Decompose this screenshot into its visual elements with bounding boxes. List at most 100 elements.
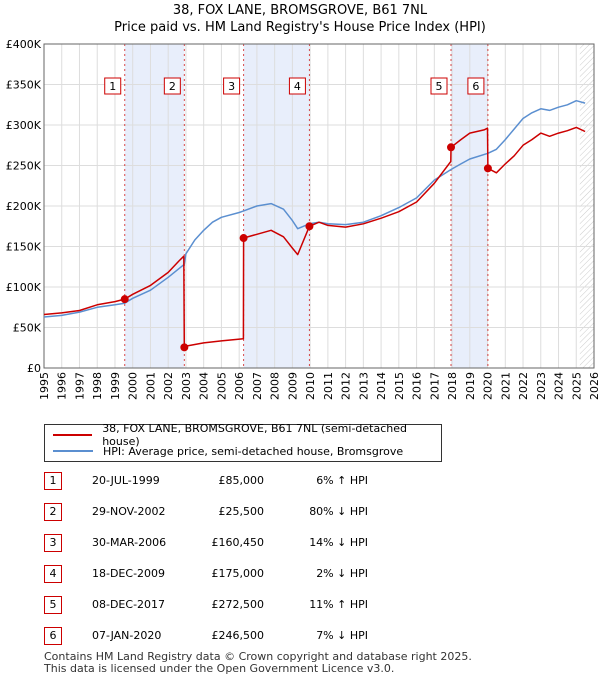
transaction-price: £175,000 [211, 567, 265, 580]
transaction-date: 29-NOV-2002 [92, 505, 166, 518]
transaction-number-badge: 5 [44, 596, 62, 614]
legend-swatch-property [53, 434, 93, 436]
marker-box [163, 77, 181, 95]
x-tick-label: 2009 [286, 372, 299, 400]
marker-box [467, 77, 485, 95]
x-tick-label: 2011 [322, 372, 335, 400]
x-tick-label: 2016 [411, 372, 424, 400]
legend: 38, FOX LANE, BROMSGROVE, B61 7NL (semi-… [44, 422, 442, 462]
transaction-price: £246,500 [211, 629, 265, 642]
table-row: 1 20-JUL-1999 £85,000 6% ↑ HPI [44, 472, 384, 490]
transaction-number-badge: 4 [44, 565, 62, 583]
marker-label: 1 [109, 80, 116, 93]
x-tick-label: 2007 [251, 372, 264, 400]
marker-label: 5 [436, 80, 443, 93]
transaction-price: £25,500 [218, 505, 265, 518]
transaction-number-badge: 2 [44, 503, 62, 521]
table-row: 5 08-DEC-2017 £272,500 11% ↑ HPI [44, 596, 384, 614]
x-tick-label: 2025 [570, 372, 583, 400]
sale-point [483, 164, 492, 173]
transaction-hpi-diff: 2% ↓ HPI [316, 567, 368, 580]
marker-label: 3 [228, 80, 235, 93]
transaction-price: £272,500 [211, 598, 265, 611]
y-tick-label: £150K [6, 241, 42, 254]
transaction-date: 08-DEC-2017 [92, 598, 166, 611]
transaction-price: £160,450 [211, 536, 265, 549]
sale-point [447, 143, 455, 152]
footer: Contains HM Land Registry data © Crown c… [44, 651, 472, 675]
legend-label-hpi: HPI: Average price, semi-detached house,… [103, 444, 404, 458]
marker-box [288, 77, 306, 95]
sale-point [305, 222, 314, 231]
y-tick-label: £50K [13, 322, 42, 335]
x-tick-label: 2020 [482, 372, 495, 400]
y-tick-label: £250K [6, 160, 42, 173]
chart-canvas: £0 £50K £100K £150K £200K £250K £300K £350K £400… [6, 38, 600, 400]
x-tick-label: 1997 [73, 372, 86, 400]
legend-swatch-hpi [53, 450, 93, 452]
x-tick-label: 2018 [446, 372, 459, 400]
marker-label: 6 [472, 80, 479, 93]
plot-frame [43, 43, 595, 369]
transaction-price: £85,000 [218, 474, 265, 487]
table-row: 2 29-NOV-2002 £25,500 80% ↓ HPI [44, 503, 384, 521]
sale-point [180, 343, 189, 352]
marker-box [223, 77, 241, 95]
transaction-hpi-diff: 11% ↑ HPI [309, 598, 368, 611]
sale-point [120, 295, 129, 304]
footer-licence: This data is licensed under the Open Gov… [44, 662, 395, 675]
x-tick-label: 2004 [198, 372, 211, 400]
x-tick-label: 2006 [233, 372, 246, 400]
transaction-date: 18-DEC-2009 [92, 567, 166, 580]
table-row: 6 07-JAN-2020 £246,500 7% ↓ HPI [44, 627, 384, 645]
x-tick-label: 2002 [162, 372, 175, 400]
transaction-hpi-diff: 80% ↓ HPI [309, 505, 368, 518]
marker-label: 2 [169, 80, 176, 93]
y-tick-label: £100K [6, 281, 42, 294]
transaction-date: 20-JUL-1999 [92, 474, 160, 487]
x-tick-label: 2013 [357, 372, 370, 400]
marker-box [430, 77, 448, 95]
sale-point [239, 234, 248, 243]
x-tick-label: 1999 [109, 372, 122, 400]
x-tick-label: 2003 [180, 372, 193, 400]
y-tick-label: £300K [6, 119, 42, 132]
property-series-line [43, 126, 586, 349]
legend-item-property: 38, FOX LANE, BROMSGROVE, B61 7NL (semi-… [53, 422, 441, 448]
x-tick-label: 2017 [428, 372, 441, 400]
y-tick-label: £350K [6, 79, 42, 92]
x-tick-label: 2022 [517, 372, 530, 400]
x-tick-label: 2008 [269, 372, 282, 400]
chart-title-block: 38, FOX LANE, BROMSGROVE, B61 7NL Price … [0, 2, 600, 36]
transaction-hpi-diff: 14% ↓ HPI [309, 536, 368, 549]
transaction-hpi-diff: 6% ↑ HPI [316, 474, 368, 487]
x-tick-label: 2010 [304, 372, 317, 400]
transaction-date: 30-MAR-2006 [92, 536, 167, 549]
x-tick-label: 1995 [38, 372, 51, 400]
x-tick-label: 2015 [393, 372, 406, 400]
x-tick-label: 2012 [340, 372, 353, 400]
table-row: 3 30-MAR-2006 £160,450 14% ↓ HPI [44, 534, 384, 552]
transaction-date: 07-JAN-2020 [92, 629, 162, 642]
x-tick-label: 2019 [464, 372, 477, 400]
x-tick-label: 2023 [535, 372, 548, 400]
legend-item-hpi: HPI: Average price, semi-detached house,… [53, 443, 403, 459]
transaction-number-badge: 1 [44, 472, 62, 490]
transaction-hpi-diff: 7% ↓ HPI [316, 629, 368, 642]
y-tick-label: £0 [27, 362, 41, 375]
y-tick-label: £200K [6, 200, 42, 213]
x-tick-label: 2014 [375, 372, 388, 400]
transaction-number-badge: 6 [44, 627, 62, 645]
transaction-number-badge: 3 [44, 534, 62, 552]
marker-label: 4 [294, 80, 301, 93]
chart-title: 38, FOX LANE, BROMSGROVE, B61 7NL [172, 3, 428, 18]
x-tick-label: 2001 [144, 372, 157, 400]
x-tick-label: 2026 [588, 372, 600, 400]
chart-subtitle: Price paid vs. HM Land Registry's House … [114, 20, 486, 35]
y-tick-label: £400K [6, 38, 42, 51]
x-tick-label: 2000 [127, 372, 140, 400]
x-tick-label: 2024 [553, 372, 566, 400]
footer-copyright: Contains HM Land Registry data © Crown c… [44, 650, 472, 663]
marker-box [104, 77, 122, 95]
x-tick-label: 1996 [56, 372, 69, 400]
